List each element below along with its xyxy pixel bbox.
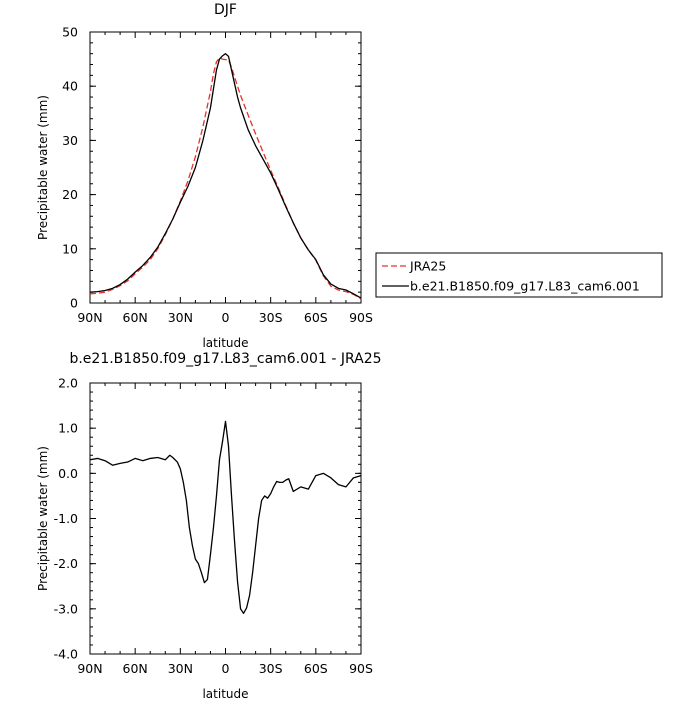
plot1-xtick-label: 0 xyxy=(222,310,230,325)
plot2-xtick-label: 30N xyxy=(168,661,193,676)
plot1-xtick-label: 90N xyxy=(77,310,102,325)
plot2-title: b.e21.B1850.f09_g17.L83_cam6.001 - JRA25 xyxy=(69,351,381,367)
plot2-xtick-label: 30S xyxy=(259,661,283,676)
plot2-ylabel: Precipitable water (mm) xyxy=(36,446,50,591)
plot2-xtick-label: 60N xyxy=(123,661,148,676)
plot2-ytick-label: -2.0 xyxy=(54,556,78,571)
legend-box xyxy=(375,252,663,298)
plot1-ytick-label: 0 xyxy=(70,296,78,311)
plot1-ylabel: Precipitable water (mm) xyxy=(36,95,50,240)
plot2-series-line-1 xyxy=(89,420,362,614)
plot2-xtick-label: 0 xyxy=(222,661,230,676)
plot1-xtick-label: 30N xyxy=(168,310,193,325)
plot1-series-line-2 xyxy=(89,53,362,299)
plot1-xlabel: latitude xyxy=(202,336,248,350)
plot2-xtick-label: 90N xyxy=(77,661,102,676)
plot2-xtick-label: 90S xyxy=(349,661,373,676)
legend-label-1: JRA25 xyxy=(409,259,446,274)
plot2-ytick-label: -1.0 xyxy=(54,511,78,526)
plot2-ytick-label: 2.0 xyxy=(58,376,78,391)
plot2-ytick-label: 0.0 xyxy=(58,466,78,481)
plot1-series-line-1 xyxy=(89,57,362,300)
plot1-title: DJF xyxy=(214,2,237,18)
plot1-ytick-label: 10 xyxy=(62,241,78,256)
plot2-ytick-label: -3.0 xyxy=(54,601,78,616)
legend-label-2: b.e21.B1850.f09_g17.L83_cam6.001 xyxy=(410,279,640,294)
plot2-ytick-label: -4.0 xyxy=(54,647,78,662)
plot1-ytick-label: 30 xyxy=(62,133,78,148)
plot2-xlabel: latitude xyxy=(202,687,248,700)
plot1-ytick-label: 40 xyxy=(62,79,78,94)
plot2-ytick-label: 1.0 xyxy=(58,421,78,436)
plot1-ytick-label: 50 xyxy=(62,25,78,40)
plot1-xtick-label: 30S xyxy=(259,310,283,325)
plot1-xtick-label: 60N xyxy=(123,310,148,325)
plot2-xtick-label: 60S xyxy=(304,661,328,676)
plot1-xtick-label: 90S xyxy=(349,310,373,325)
plot1-ytick-label: 20 xyxy=(62,187,78,202)
plot1-frame xyxy=(89,31,362,304)
plot1-xtick-label: 60S xyxy=(304,310,328,325)
